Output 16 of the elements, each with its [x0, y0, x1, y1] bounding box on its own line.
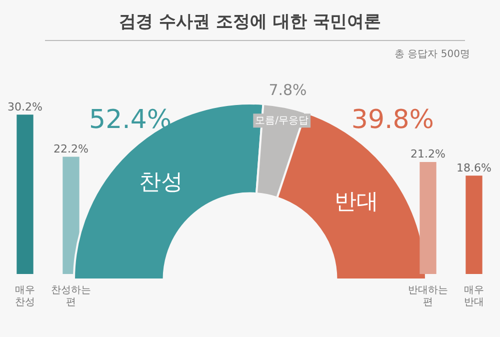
data-label: 21.2%: [410, 148, 446, 161]
data-label: 30.2%: [8, 100, 42, 114]
chart-title: 검경 수사권 조정에 대한 국민여론: [118, 11, 382, 33]
data-label: 18.6%: [456, 161, 492, 174]
x-tick-label: 찬성하는 편: [51, 284, 91, 308]
x-tick-label: 매우 찬성: [15, 284, 35, 308]
text: 총 응답자 500명: [394, 48, 470, 61]
data-label: 22.2%: [54, 142, 88, 156]
data-label: 7.8%: [268, 81, 307, 100]
slice-label: 반대: [334, 189, 378, 214]
slice-label: 찬성: [138, 170, 183, 196]
slice-label: 모름/무응답: [255, 115, 309, 126]
x-tick-label: 반대하는 편: [408, 284, 448, 308]
x-tick-label: 매우 반대: [464, 284, 484, 308]
data-label: 39.8%: [351, 104, 434, 135]
data-label: 52.4%: [89, 104, 172, 135]
